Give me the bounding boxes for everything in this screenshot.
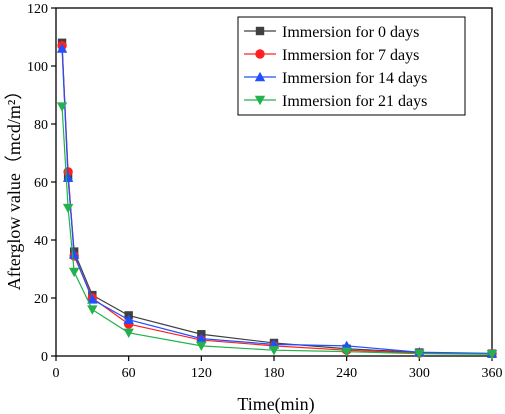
x-tick-label: 300 [409,366,430,381]
y-tick-label: 120 [27,2,48,17]
legend-entry: Immersion for 21 days [244,93,427,110]
y-tick-label: 40 [34,234,48,249]
y-tick-label: 80 [34,118,48,133]
axis-ticks: 0 60 120 180 240 300 360 0 20 40 60 80 100 120 [27,2,503,381]
data-point [196,333,207,343]
data-point [68,249,80,259]
x-tick-label: 240 [336,366,357,381]
data-point [486,350,498,360]
series-line [61,106,493,355]
legend-label: Immersion for 0 days [282,24,419,41]
data-point [341,347,352,357]
x-tick-label: 0 [53,366,60,381]
x-tick-label: 360 [482,366,503,381]
data-point [87,294,98,304]
series-4 [56,102,498,360]
legend-label: Immersion for 21 days [282,93,427,110]
y-tick-label: 60 [34,176,48,191]
data-point [414,349,425,359]
data-point [268,346,280,356]
legend-marker [254,71,266,82]
legend: Immersion for 0 days Immersion for 7 days… [237,16,466,116]
legend-marker [255,26,265,36]
y-tick-label: 20 [34,292,48,307]
legend-label: Immersion for 7 days [282,47,419,64]
series-line [61,48,493,354]
series-layer [56,38,498,360]
data-point [123,314,134,324]
data-point [123,328,134,338]
x-tick-label: 180 [264,366,285,381]
legend-marker [255,49,265,59]
y-tick-label: 100 [27,60,48,75]
y-tick-label: 0 [41,350,48,365]
legend-marker [254,95,266,106]
x-tick-label: 120 [191,366,212,381]
data-point [196,341,207,352]
data-point [68,267,80,278]
x-tick-label: 60 [122,366,136,381]
legend-label: Immersion for 14 days [282,70,427,87]
data-point [87,305,98,315]
data-point [56,43,68,53]
x-axis-title: Time(min) [237,394,314,414]
legend-entry: Immersion for 14 days [244,70,427,87]
data-point [62,172,74,182]
legend-entry: Immersion for 7 days [244,47,419,64]
data-point [56,102,68,112]
y-axis-title: Afterglow value（mcd/m²） [4,82,24,291]
data-point [62,203,74,214]
legend-box [237,16,466,116]
legend-entry: Immersion for 0 days [244,24,419,41]
